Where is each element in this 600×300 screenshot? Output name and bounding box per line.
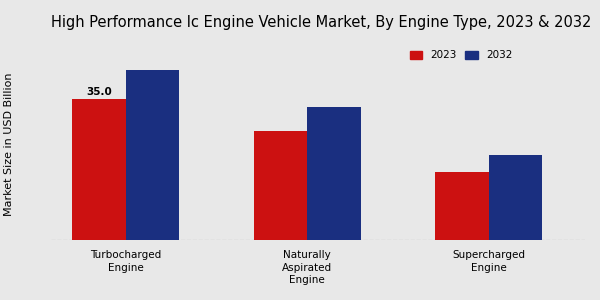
Legend: 2023, 2032: 2023, 2032 bbox=[407, 47, 516, 64]
Bar bbox=[126, 70, 179, 241]
Text: Market Size in USD Billion: Market Size in USD Billion bbox=[4, 72, 14, 216]
Bar bbox=[254, 131, 307, 241]
Bar bbox=[307, 107, 361, 241]
Bar bbox=[73, 99, 126, 241]
Bar bbox=[489, 155, 542, 241]
Text: High Performance Ic Engine Vehicle Market, By Engine Type, 2023 & 2032: High Performance Ic Engine Vehicle Marke… bbox=[51, 15, 592, 30]
Bar bbox=[436, 172, 489, 241]
Text: 35.0: 35.0 bbox=[86, 87, 112, 97]
